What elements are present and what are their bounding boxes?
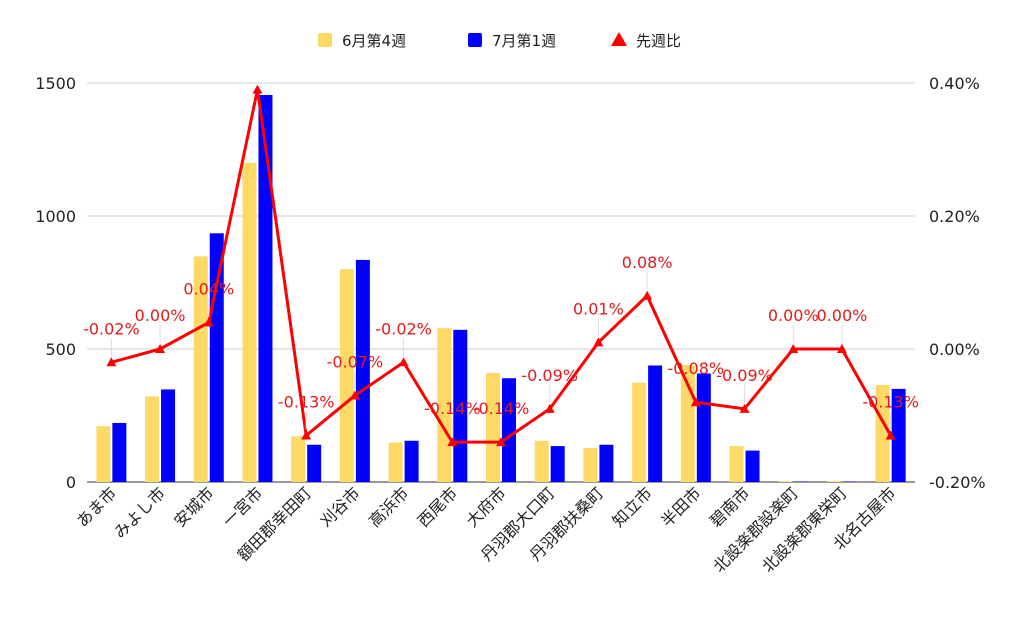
left-axis-tick-label: 1000 — [35, 207, 76, 226]
bar — [875, 384, 890, 482]
data-label: -0.08% — [668, 359, 725, 378]
x-axis-category-label: 高浜市 — [365, 483, 412, 530]
bar — [632, 382, 647, 482]
bar — [307, 444, 322, 482]
line-point-marker — [447, 437, 458, 447]
x-axis-category-label: 安城市 — [170, 483, 217, 530]
line-point-marker — [301, 430, 312, 440]
bar — [648, 365, 663, 482]
data-label: -0.07% — [327, 353, 384, 372]
bar — [242, 162, 257, 483]
data-label: -0.14% — [473, 399, 530, 418]
data-label: -0.09% — [521, 366, 578, 385]
bar — [96, 426, 111, 482]
bar — [388, 442, 403, 482]
line-point-marker — [593, 337, 604, 347]
right-axis-tick-label: 0.00% — [929, 340, 980, 359]
x-axis-category-label: 一宮市 — [219, 483, 266, 530]
x-axis-category-label: 刈谷市 — [316, 483, 363, 530]
data-label: 0.00% — [768, 306, 819, 325]
x-axis-category-label: 大府市 — [462, 483, 509, 530]
line-point-marker — [788, 344, 799, 353]
bar — [794, 481, 809, 482]
line-point-marker — [155, 344, 166, 353]
right-axis-tick-label: -0.20% — [929, 473, 986, 492]
right-axis-tick-label: 0.20% — [929, 207, 980, 226]
left-axis-tick-label: 1500 — [35, 74, 76, 93]
data-label: -0.09% — [716, 366, 773, 385]
bar — [599, 444, 614, 482]
data-label: 0.01% — [573, 299, 624, 318]
bar — [891, 388, 906, 482]
x-axis-category-label: みよし市 — [110, 483, 169, 542]
bar — [437, 328, 452, 482]
legend-label: 先週比 — [636, 32, 681, 50]
line-point-marker — [642, 290, 653, 300]
data-label: -0.02% — [83, 319, 140, 338]
bar — [826, 481, 841, 482]
legend-label: 6月第4週 — [342, 32, 406, 50]
x-axis-category-label: 北設楽郡東栄町 — [758, 483, 851, 576]
bar — [745, 450, 760, 482]
bar — [778, 481, 793, 482]
x-axis-category-label: 半田市 — [657, 483, 704, 530]
data-label: -0.14% — [424, 399, 481, 418]
x-axis-category-label: 西尾市 — [414, 483, 461, 530]
left-axis-tick-label: 500 — [45, 340, 76, 359]
legend-label: 7月第1週 — [492, 32, 556, 50]
line-point-marker — [690, 397, 701, 407]
data-label: 0.08% — [622, 253, 673, 272]
data-label: 0.04% — [183, 279, 234, 298]
legend-swatch — [318, 33, 332, 47]
bar — [145, 396, 160, 482]
line-point-marker — [836, 344, 847, 353]
legend-swatch — [468, 33, 482, 47]
bar — [550, 446, 565, 482]
line-point-marker — [203, 317, 214, 327]
line-point-marker — [496, 437, 506, 447]
bar — [209, 233, 224, 482]
bar — [583, 447, 598, 482]
bar — [502, 378, 516, 482]
bar — [729, 446, 744, 482]
x-axis-category-label: 碧南市 — [706, 483, 753, 530]
bar — [486, 372, 500, 482]
x-axis-category-label: 北設楽郡設楽町 — [709, 483, 802, 576]
bar — [258, 94, 273, 482]
bar — [696, 373, 711, 482]
line-series — [110, 88, 892, 444]
bar — [291, 436, 306, 482]
bar — [842, 481, 857, 482]
line-point-marker — [544, 403, 555, 413]
data-label: -0.02% — [375, 319, 432, 338]
legend-swatch — [611, 32, 627, 46]
left-axis-tick-label: 0 — [66, 473, 76, 492]
bar — [355, 259, 370, 482]
bar — [534, 440, 549, 482]
data-label: -0.13% — [278, 392, 335, 411]
right-axis-tick-label: 0.40% — [929, 74, 980, 93]
bar — [193, 256, 208, 482]
data-label: 0.00% — [135, 306, 186, 325]
line-point-marker — [885, 430, 896, 440]
x-axis-category-label: あま市 — [73, 483, 120, 530]
x-axis-category-label: 知立市 — [609, 483, 656, 530]
line-point-marker — [252, 84, 263, 94]
bar — [112, 422, 127, 482]
bar — [161, 389, 176, 482]
bar — [453, 329, 468, 482]
bar — [404, 440, 419, 482]
data-label: -0.13% — [862, 392, 919, 411]
data-label: 0.00% — [817, 306, 868, 325]
bar — [339, 269, 354, 482]
line-point-marker — [106, 357, 117, 367]
line-point-marker — [398, 357, 409, 367]
line-point-marker — [739, 403, 750, 413]
line-point-marker — [349, 390, 360, 400]
